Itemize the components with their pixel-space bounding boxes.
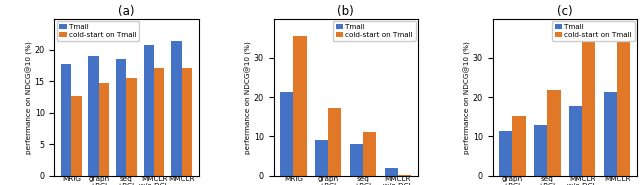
Title: (a): (a) xyxy=(118,6,135,18)
Bar xyxy=(569,106,582,176)
Bar xyxy=(99,83,109,176)
Bar xyxy=(143,45,154,176)
Bar xyxy=(604,92,617,176)
Bar xyxy=(363,132,376,176)
Title: (b): (b) xyxy=(337,6,354,18)
Bar xyxy=(127,78,137,176)
Bar xyxy=(385,168,398,176)
Bar xyxy=(116,59,127,176)
Y-axis label: perfermance on NDCG@10 (%): perfermance on NDCG@10 (%) xyxy=(464,41,472,154)
Bar xyxy=(72,97,82,176)
Bar xyxy=(534,125,547,176)
Title: (c): (c) xyxy=(557,6,573,18)
Bar xyxy=(547,90,561,176)
Bar xyxy=(182,68,192,176)
Bar xyxy=(617,36,630,176)
Bar xyxy=(293,36,307,176)
Bar xyxy=(88,56,99,176)
Bar xyxy=(315,139,328,176)
Legend: Tmall, cold-start on Tmall: Tmall, cold-start on Tmall xyxy=(56,21,140,41)
Bar xyxy=(513,116,525,176)
Bar xyxy=(582,36,595,176)
Y-axis label: perfermance on NDCG@10 (%): perfermance on NDCG@10 (%) xyxy=(245,41,252,154)
Bar xyxy=(499,131,513,176)
Bar xyxy=(398,175,411,176)
Legend: Tmall, cold-start on Tmall: Tmall, cold-start on Tmall xyxy=(333,21,415,41)
Bar xyxy=(154,68,164,176)
Y-axis label: perfermance on NDCG@10 (%): perfermance on NDCG@10 (%) xyxy=(26,41,33,154)
Legend: Tmall, cold-start on Tmall: Tmall, cold-start on Tmall xyxy=(552,21,635,41)
Bar xyxy=(61,64,72,176)
Bar xyxy=(350,144,363,176)
Bar xyxy=(280,92,293,176)
Bar xyxy=(171,41,182,176)
Bar xyxy=(328,108,341,176)
